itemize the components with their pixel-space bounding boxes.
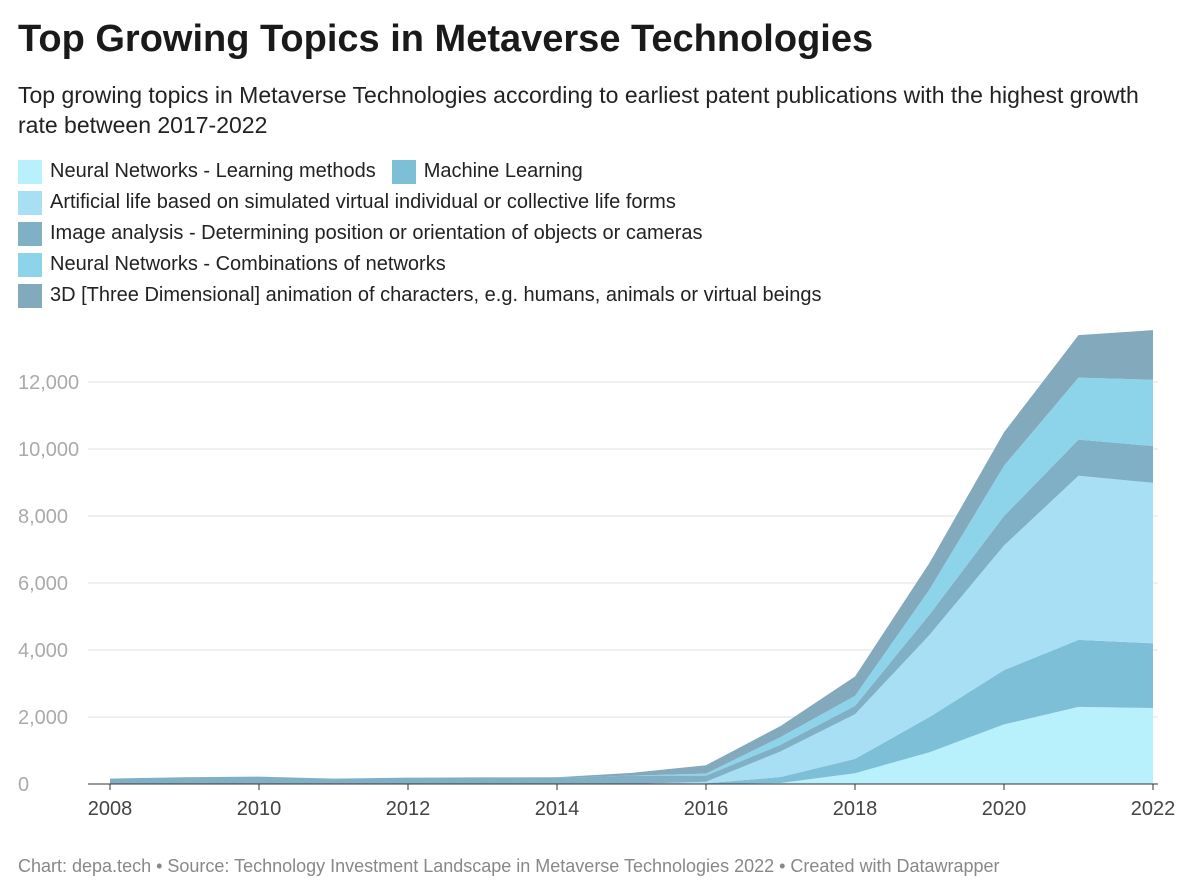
legend-item-image-analysis: Image analysis - Determining position or… bbox=[18, 218, 703, 249]
legend-swatch bbox=[391, 159, 416, 184]
area-series-1 bbox=[110, 639, 1153, 784]
y-tick-label: 8,000 bbox=[18, 506, 68, 528]
legend: Neural Networks - Learning methods Machi… bbox=[18, 156, 1188, 311]
legend-label: 3D [Three Dimensional] animation of char… bbox=[50, 284, 822, 306]
area-series bbox=[110, 330, 1153, 784]
x-tick-label: 2020 bbox=[982, 798, 1027, 820]
y-tick-label: 0 bbox=[18, 774, 29, 796]
x-tick-label: 2014 bbox=[535, 798, 580, 820]
legend-item-neural-networks-combinations: Neural Networks - Combinations of networ… bbox=[18, 249, 446, 280]
chart-subtitle: Top growing topics in Metaverse Technolo… bbox=[18, 82, 1139, 138]
legend-item-machine-learning: Machine Learning bbox=[391, 156, 583, 187]
legend-swatch bbox=[18, 283, 42, 308]
stacked-area-chart: 0 2,000 4,000 6,000 8,000 10,000 12,000 2008 201… bbox=[18, 330, 1175, 820]
y-tick-label: 10,000 bbox=[18, 439, 79, 461]
x-tick-label: 2016 bbox=[684, 798, 729, 820]
legend-row: Neural Networks - Combinations of networ… bbox=[18, 249, 1188, 280]
x-tick-label: 2008 bbox=[88, 798, 133, 820]
legend-row: 3D [Three Dimensional] animation of char… bbox=[18, 280, 1188, 311]
legend-row: Artificial life based on simulated virtu… bbox=[18, 187, 1188, 218]
area-series-2 bbox=[110, 475, 1153, 784]
area-series-4 bbox=[110, 377, 1153, 779]
legend-label: Neural Networks - Combinations of networ… bbox=[50, 253, 446, 275]
legend-label: Neural Networks - Learning methods bbox=[50, 160, 376, 182]
legend-item-neural-networks-learning-methods: Neural Networks - Learning methods bbox=[18, 156, 376, 187]
y-tick-label: 2,000 bbox=[18, 707, 68, 729]
x-tick-label: 2022 bbox=[1131, 798, 1176, 820]
area-series-5 bbox=[110, 330, 1153, 779]
x-tick-label: 2010 bbox=[237, 798, 282, 820]
legend-swatch bbox=[18, 159, 42, 184]
chart-footer: Chart: depa.tech • Source: Technology In… bbox=[18, 856, 1000, 876]
legend-label: Artificial life based on simulated virtu… bbox=[50, 191, 676, 213]
y-tick-label: 4,000 bbox=[18, 640, 68, 662]
legend-swatch bbox=[18, 252, 42, 277]
x-tick-label: 2012 bbox=[386, 798, 431, 820]
legend-label: Image analysis - Determining position or… bbox=[50, 222, 703, 244]
legend-swatch bbox=[18, 221, 42, 246]
legend-item-3d-animation: 3D [Three Dimensional] animation of char… bbox=[18, 280, 821, 311]
x-tick-label: 2018 bbox=[833, 798, 878, 820]
axes: 0 2,000 4,000 6,000 8,000 10,000 12,000 2008 201… bbox=[18, 372, 1175, 820]
area-series-0 bbox=[110, 706, 1153, 784]
y-tick-label: 12,000 bbox=[18, 372, 79, 394]
legend-row: Image analysis - Determining position or… bbox=[18, 218, 1188, 249]
chart-title: Top Growing Topics in Metaverse Technolo… bbox=[18, 18, 874, 60]
legend-label: Machine Learning bbox=[423, 160, 583, 182]
area-series-3 bbox=[110, 439, 1153, 784]
legend-swatch bbox=[18, 190, 42, 215]
y-tick-label: 6,000 bbox=[18, 573, 68, 595]
legend-item-artificial-life: Artificial life based on simulated virtu… bbox=[18, 187, 676, 218]
legend-row: Neural Networks - Learning methods Machi… bbox=[18, 156, 1188, 187]
